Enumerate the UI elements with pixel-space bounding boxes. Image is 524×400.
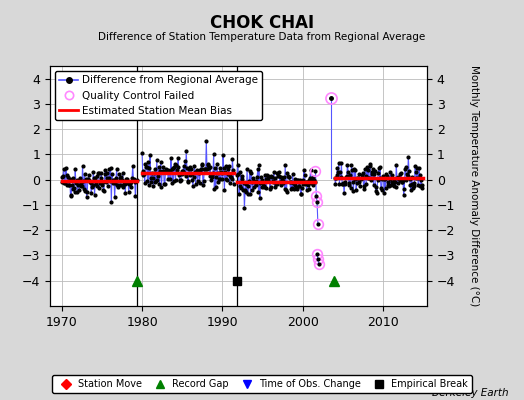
Text: CHOK CHAI: CHOK CHAI: [210, 14, 314, 32]
Text: Difference of Station Temperature Data from Regional Average: Difference of Station Temperature Data f…: [99, 32, 425, 42]
Text: Berkeley Earth: Berkeley Earth: [432, 388, 508, 398]
Y-axis label: Monthly Temperature Anomaly Difference (°C): Monthly Temperature Anomaly Difference (…: [469, 65, 479, 307]
Legend: Difference from Regional Average, Quality Control Failed, Estimated Station Mean: Difference from Regional Average, Qualit…: [55, 71, 262, 120]
Legend: Station Move, Record Gap, Time of Obs. Change, Empirical Break: Station Move, Record Gap, Time of Obs. C…: [52, 375, 472, 393]
